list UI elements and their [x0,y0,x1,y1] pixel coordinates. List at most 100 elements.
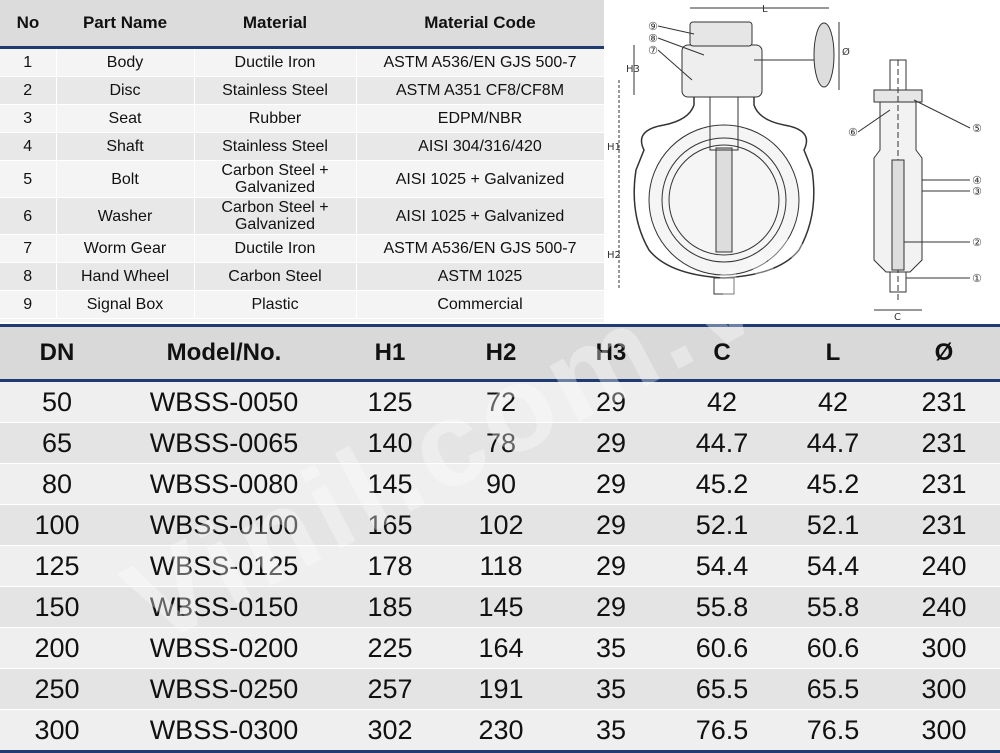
cell-c: 55.8 [666,586,778,628]
part-name: Bolt [56,160,195,198]
cell-h2: 78 [446,422,556,464]
callout-2: ② [972,236,982,249]
leader-5 [913,99,971,129]
valve-body-outline [633,94,815,279]
parts-row: 5 Bolt Carbon Steel + Galvanized AISI 1025 … [0,160,605,198]
cell-dia: 231 [888,463,1000,505]
cell-h1: 225 [334,627,446,669]
part-no: 1 [0,47,57,77]
leader-8 [657,37,705,56]
header-h3: H3 [556,324,666,382]
cell-dia: 240 [888,545,1000,587]
cell-h2: 191 [446,668,556,710]
cell-model-no: WBSS-0050 [114,380,334,423]
cell-h1: 165 [334,504,446,546]
cell-dn: 80 [0,463,114,505]
parts-header-row: No Part Name Material Material Code [0,0,604,49]
cell-dia: 300 [888,627,1000,669]
cell-dn: 50 [0,380,114,423]
cell-h3: 29 [556,504,666,546]
header-h2: H2 [446,324,556,382]
cell-c: 52.1 [666,504,778,546]
cell-h1: 185 [334,586,446,628]
cell-dia: 231 [888,504,1000,546]
cell-c: 45.2 [666,463,778,505]
cell-dia: 240 [888,586,1000,628]
cell-h2: 230 [446,709,556,753]
parts-row: 4 Shaft Stainless Steel AISI 304/316/420 [0,132,605,161]
cell-model-no: WBSS-0250 [114,668,334,710]
model-row: 300 WBSS-0300 302 230 35 76.5 76.5 300 [0,709,1000,753]
cell-h3: 29 [556,463,666,505]
cell-h2: 164 [446,627,556,669]
part-material-code: ASTM A351 CF8/CF8M [356,76,605,105]
part-material: Carbon Steel [194,262,357,291]
part-name: Washer [56,197,195,235]
cell-dia: 300 [888,709,1000,753]
model-dimension-panel: DN Model/No. H1 H2 H3 C L Ø 50 WBSS-0050 125 72 29 4… [0,324,1000,753]
callout-9: ⑨ [648,20,658,33]
parts-row: 9 Signal Box Plastic Commercial [0,290,605,319]
callout-8: ⑧ [648,32,658,45]
valve-bore-circle [668,144,780,256]
header-dia: Ø [888,324,1000,382]
part-name: Body [56,47,195,77]
cell-h2: 90 [446,463,556,505]
model-row: 250 WBSS-0250 257 191 35 65.5 65.5 300 [0,668,1000,710]
cell-h2: 102 [446,504,556,546]
leader-7 [657,49,693,81]
part-no: 3 [0,104,57,133]
part-material-code: ASTM 1025 [356,262,605,291]
leader-6 [857,109,891,133]
cell-l: 45.2 [778,463,888,505]
cell-model-no: WBSS-0100 [114,504,334,546]
header-material: Material [194,0,356,49]
cell-dia: 300 [888,668,1000,710]
parts-row: 3 Seat Rubber EDPM/NBR [0,104,605,133]
parts-row: 1 Body Ductile Iron ASTM A536/EN GJS 500-7 [0,47,605,77]
header-h1: H1 [334,324,446,382]
part-name: Disc [56,76,195,105]
parts-table: No Part Name Material Material Code 1 Bod… [0,0,605,319]
part-material: Rubber [194,104,357,133]
part-no: 6 [0,197,57,235]
part-material-code: AISI 1025 + Galvanized [356,160,605,198]
cell-model-no: WBSS-0080 [114,463,334,505]
cell-h3: 35 [556,627,666,669]
model-row: 200 WBSS-0200 225 164 35 60.6 60.6 300 [0,627,1000,669]
part-no: 5 [0,160,57,198]
cell-model-no: WBSS-0065 [114,422,334,464]
valve-bottom-plug [713,277,735,295]
part-name: Hand Wheel [56,262,195,291]
cell-c: 44.7 [666,422,778,464]
header-dn: DN [0,324,114,382]
valve-disc [715,147,733,253]
cell-h1: 257 [334,668,446,710]
cell-h1: 145 [334,463,446,505]
side-bottom [889,271,907,293]
cell-dn: 150 [0,586,114,628]
parts-row: 6 Washer Carbon Steel + Galvanized AISI 102… [0,197,605,235]
parts-row: 7 Worm Gear Ductile Iron ASTM A536/EN GJS 5… [0,234,605,263]
signal-box [689,21,753,47]
cell-l: 55.8 [778,586,888,628]
cell-l: 60.6 [778,627,888,669]
callout-4: ④ [972,174,982,187]
part-material: Stainless Steel [194,132,357,161]
cell-c: 54.4 [666,545,778,587]
cell-h1: 140 [334,422,446,464]
label-h3: H3 [626,64,640,75]
cell-dia: 231 [888,422,1000,464]
side-disc [891,159,905,271]
cell-l: 65.5 [778,668,888,710]
part-name: Shaft [56,132,195,161]
part-name: Seat [56,104,195,133]
cell-c: 65.5 [666,668,778,710]
valve-drawing-svg: L H3 H1 H2 Ø C ⑨ ⑧ ⑦ ⑥ ⑤ ④ ③ ② ① [607,4,982,322]
cell-c: 42 [666,380,778,423]
part-material-code: ASTM A536/EN GJS 500-7 [356,47,605,77]
cell-model-no: WBSS-0300 [114,709,334,753]
cell-model-no: WBSS-0200 [114,627,334,669]
part-no: 9 [0,290,57,319]
model-row: 65 WBSS-0065 140 78 29 44.7 44.7 231 [0,422,1000,464]
